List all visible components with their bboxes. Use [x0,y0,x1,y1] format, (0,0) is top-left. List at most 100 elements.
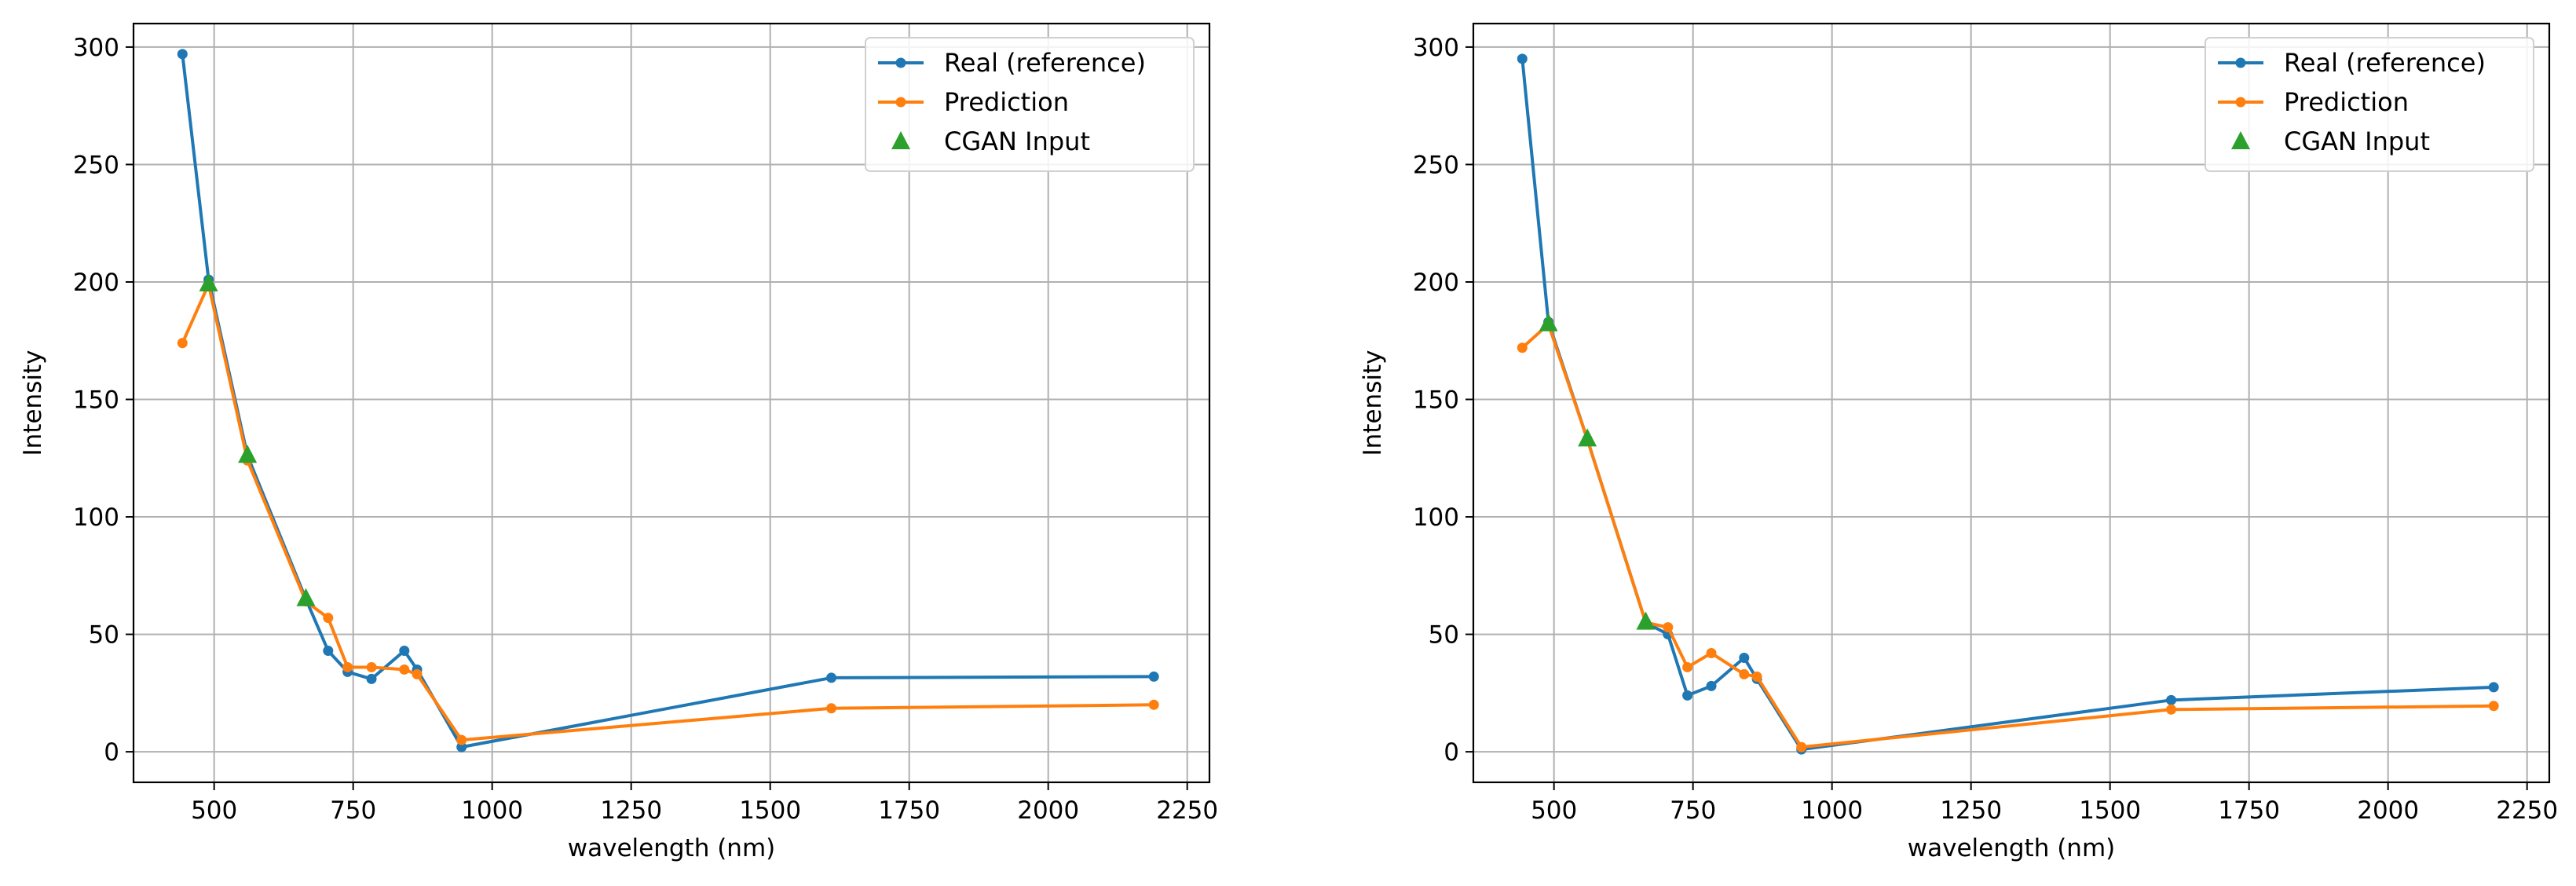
legend-item: CGAN Input [891,126,1090,156]
legend-label: CGAN Input [944,126,1090,156]
legend-item: Real (reference) [878,48,1146,78]
y-tick-label: 0 [104,738,119,767]
x-tick-label: 500 [191,796,237,825]
data-point [1751,671,1762,682]
y-tick-label: 50 [89,621,119,650]
data-point [412,668,423,679]
series-prediction [1517,319,2499,752]
data-point [323,646,334,657]
x-tick-label: 2000 [1017,796,1079,825]
data-point [1739,668,1750,679]
legend-label: Prediction [2284,87,2409,117]
y-axis-label: Intensity [19,350,47,456]
legend-marker [2235,57,2246,68]
data-point [1706,680,1717,691]
data-point-triangle [296,588,316,606]
legend-label: Real (reference) [2284,48,2486,78]
data-point [1796,741,1807,752]
x-tick-label: 2250 [1156,796,1218,825]
data-point [323,613,334,624]
x-tick-label: 1750 [878,796,940,825]
y-tick-label: 150 [73,386,119,415]
series-prediction [177,279,1159,745]
y-tick-label: 300 [1413,34,1459,62]
plot-frame [132,22,1211,784]
x-tick-label: 1000 [1801,796,1863,825]
data-point-triangle [1539,313,1558,331]
data-point [826,672,837,683]
plot-frame [1472,22,2551,784]
x-axis: 500 750 1000 1250 1500 1750 2000 2250 [191,782,1218,825]
legend-label: CGAN Input [2284,126,2430,156]
data-point [1148,699,1159,710]
data-point-triangle [1636,611,1656,630]
y-axis-label: Intensity [1359,350,1387,456]
series-line [181,282,1156,742]
data-point [399,646,410,657]
data-point [2166,694,2177,705]
x-axis: 500 750 1000 1250 1500 1750 2000 2250 [1531,782,2558,825]
y-tick-label: 0 [1444,738,1459,767]
y-tick-label: 100 [1413,503,1459,532]
data-point [456,734,467,745]
legend-label: Prediction [944,87,1069,117]
x-tick-label: 750 [1670,796,1716,825]
legend-item: Prediction [878,87,1069,117]
data-point [342,661,353,672]
data-point [2488,701,2499,712]
legend-label: Real (reference) [944,48,1146,78]
data-point [1517,53,1528,64]
x-axis-label: wavelength (nm) [568,834,775,862]
legend-box [865,37,1195,172]
legend: Real (reference) Prediction CGAN Input [865,37,1195,172]
data-point [366,673,377,684]
data-point-triangle [238,445,258,463]
chart-panel-1: 500 750 1000 1250 1500 1750 2000 2250 0 50 100 150 2… [19,22,1218,862]
x-tick-label: 1500 [739,796,801,825]
data-point [1739,652,1750,663]
x-tick-label: 1000 [461,796,523,825]
x-tick-label: 1250 [1940,796,2002,825]
data-point [1663,622,1674,633]
data-point [177,338,188,349]
y-tick-label: 100 [73,503,119,532]
x-tick-label: 1250 [600,796,662,825]
data-point [1706,648,1717,659]
y-tick-label: 250 [1413,151,1459,179]
y-axis: 0 50 100 150 200 250 300 [73,34,134,767]
series-cgan-input [1539,313,1656,630]
data-point [826,703,837,714]
data-point [1148,671,1159,682]
legend-item: Prediction [2218,87,2409,117]
series-line [1520,322,2496,749]
legend-box [2205,37,2534,172]
legend-marker [2235,97,2246,108]
legend: Real (reference) Prediction CGAN Input [2205,37,2534,172]
data-point [399,664,410,675]
x-tick-label: 500 [1531,796,1577,825]
data-point [1682,661,1693,672]
y-tick-label: 50 [1429,621,1459,650]
x-axis-label: wavelength (nm) [1908,834,2115,862]
data-point [177,49,188,60]
data-point [366,661,377,672]
x-tick-label: 2000 [2357,796,2419,825]
data-point [456,741,467,752]
legend-item: CGAN Input [2231,126,2430,156]
legend-item: Real (reference) [2218,48,2486,78]
legend-marker [895,57,906,68]
x-tick-label: 1750 [2218,796,2280,825]
data-point-triangle [199,273,218,291]
series-cgan-input [199,273,316,606]
chart-panel-2: 500 750 1000 1250 1500 1750 2000 2250 0 50 100 150 2… [1359,22,2558,862]
y-tick-label: 200 [73,269,119,297]
data-point [2166,704,2177,715]
data-point-triangle [1578,428,1597,447]
legend-marker [895,97,906,108]
y-tick-label: 250 [73,151,119,179]
legend-marker-triangle [2231,131,2250,149]
data-point [2488,682,2499,693]
x-tick-label: 1500 [2079,796,2141,825]
data-point [1682,690,1693,701]
